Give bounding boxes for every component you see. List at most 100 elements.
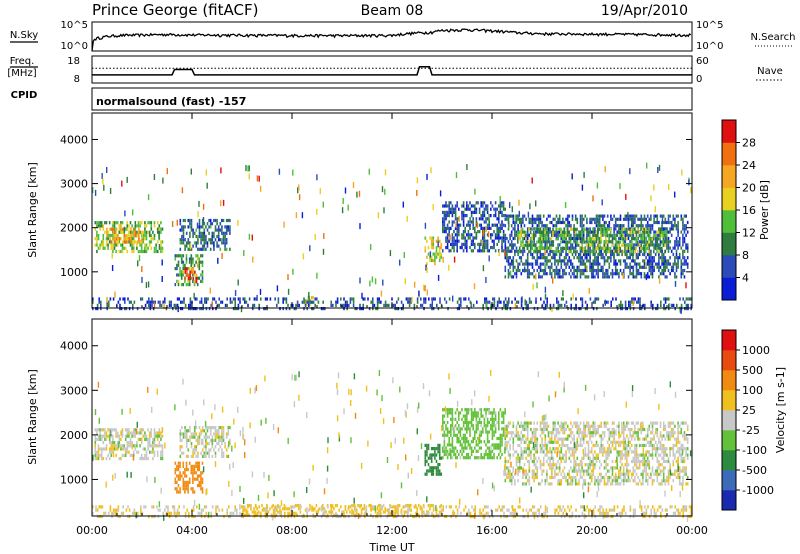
rti-cell <box>566 424 569 428</box>
rti-cell <box>474 446 476 450</box>
rti-cell <box>565 300 568 304</box>
rti-cell <box>635 243 638 247</box>
rti-cell <box>690 187 692 194</box>
rti-cell <box>530 262 532 266</box>
rti-cell <box>414 281 416 288</box>
rti-cell <box>480 420 482 425</box>
rti-cell <box>438 463 441 467</box>
rti-cell <box>176 474 178 478</box>
rti-cell <box>602 224 604 228</box>
rti-cell <box>578 268 580 273</box>
rti-cell <box>546 249 548 253</box>
rti-cell <box>282 307 284 311</box>
rti-cell <box>536 259 539 263</box>
rti-cell <box>565 450 567 454</box>
rti-cell <box>140 441 143 445</box>
rti-cell <box>514 272 516 276</box>
rti-cell <box>566 262 569 266</box>
rti-cell <box>598 220 601 225</box>
rti-cell <box>579 230 581 235</box>
rti-cell <box>456 307 459 311</box>
rti-cell <box>177 461 180 465</box>
rti-cell <box>558 466 561 470</box>
rti-cell <box>565 479 567 483</box>
rti-cell <box>595 256 598 260</box>
rti-cell <box>451 210 454 214</box>
rti-cell <box>630 252 633 257</box>
rti-cell <box>434 453 436 457</box>
nave-tick-hi: 60 <box>696 56 709 67</box>
rti-cell <box>466 242 468 246</box>
rti-cell <box>550 450 553 454</box>
rti-cell <box>187 247 190 251</box>
rti-cell <box>539 227 541 231</box>
rti-cell <box>526 437 529 441</box>
rti-cell <box>659 265 662 269</box>
rti-cell <box>99 243 101 247</box>
rti-cell <box>480 242 482 246</box>
rti-cell <box>526 272 529 276</box>
rti-cell <box>520 440 523 444</box>
rti-cell <box>517 466 519 470</box>
rti-cell <box>584 482 587 486</box>
rti-cell <box>611 236 614 241</box>
rti-cell <box>558 463 561 467</box>
rti-cell <box>222 231 225 235</box>
rti-cell <box>592 217 595 221</box>
rti-cell <box>214 451 217 455</box>
rti-cell <box>619 262 622 266</box>
rti-cell <box>646 214 649 218</box>
rti-cell <box>213 241 215 245</box>
rti-cell <box>123 453 125 457</box>
rti-cell <box>218 303 220 307</box>
rti-cell <box>507 268 510 273</box>
rti-cell <box>466 452 468 457</box>
rti-cell <box>576 437 579 441</box>
rti-cell <box>589 230 591 235</box>
rti-cell <box>563 443 566 448</box>
rti-cell <box>451 233 454 237</box>
rti-cell <box>179 477 181 481</box>
rti-cell <box>193 292 195 299</box>
rti-cell <box>593 249 595 256</box>
rti-cell <box>541 469 543 473</box>
rti-cell <box>94 441 97 445</box>
rti-cell <box>656 220 659 225</box>
rti-cell <box>552 456 555 460</box>
rti-cell <box>590 459 593 464</box>
rti-cell <box>557 262 559 266</box>
rti-cell <box>526 252 529 257</box>
rti-cell <box>434 255 436 259</box>
rti-cell <box>144 437 146 441</box>
rti-cell <box>139 249 141 254</box>
rti-cell <box>493 207 495 211</box>
rti-cell <box>659 214 662 218</box>
rti-cell <box>432 242 435 247</box>
rti-cell <box>371 276 374 283</box>
rti-cell <box>579 437 582 441</box>
rti-cell <box>467 236 470 240</box>
rti-cell <box>579 217 582 221</box>
rti-cell <box>126 240 129 244</box>
rti-cell <box>618 252 620 257</box>
rti-cell <box>554 217 556 221</box>
rti-cell <box>490 303 492 307</box>
rti-cell <box>203 241 206 245</box>
rti-cell <box>565 475 567 480</box>
rti-cell <box>690 297 692 301</box>
rti-cell <box>632 214 635 218</box>
rti-cell <box>653 265 655 269</box>
rti-cell <box>559 303 561 307</box>
rti-cell <box>638 243 641 247</box>
rti-cell <box>584 431 587 435</box>
rti-cell <box>229 442 231 446</box>
rti-cell <box>458 233 460 237</box>
rti-cell <box>443 420 446 425</box>
rti-cell <box>145 243 148 247</box>
rti-cell <box>576 456 579 460</box>
rti-cell <box>482 226 484 230</box>
rti-cell <box>129 437 132 441</box>
rti-cell <box>116 444 119 448</box>
rti-cell <box>453 446 455 450</box>
rti-cell <box>108 431 111 435</box>
